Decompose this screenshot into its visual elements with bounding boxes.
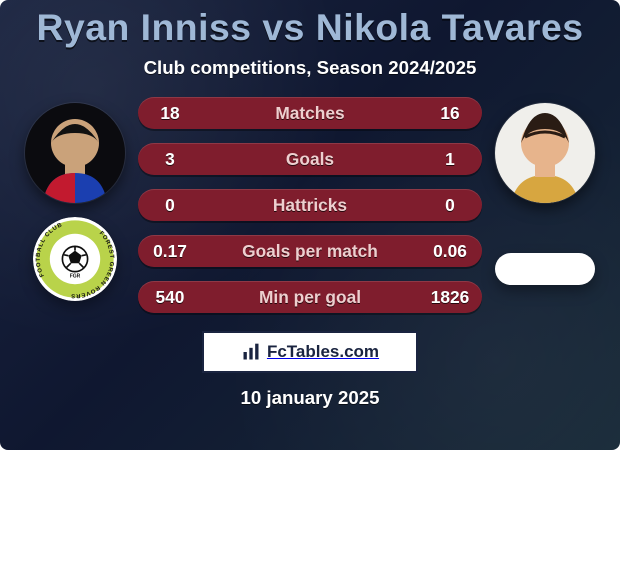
stat-row-min-per-goal: 540 Min per goal 1826 <box>138 281 482 313</box>
club-badge-left: FOREST GREEN ROVERS FOOTBALL CLUB FGR <box>33 217 117 301</box>
stat-left-value: 540 <box>138 287 202 308</box>
stat-label: Matches <box>202 103 418 124</box>
stat-left-value: 18 <box>138 103 202 124</box>
subtitle-text: Club competitions, Season 2024/2025 <box>144 57 477 78</box>
avatar-right-svg <box>495 103 595 203</box>
stat-row-matches: 18 Matches 16 <box>138 97 482 129</box>
avatar-right <box>495 103 595 203</box>
stat-rows: 18 Matches 16 3 Goals 1 0 Hattricks 0 0.… <box>130 97 490 313</box>
date-text: 10 january 2025 <box>241 387 380 408</box>
svg-text:FGR: FGR <box>70 273 81 279</box>
card-date: 10 january 2025 <box>0 387 620 409</box>
player-left-column: FOREST GREEN ROVERS FOOTBALL CLUB FGR <box>20 97 130 301</box>
page-title: Ryan Inniss vs Nikola Tavares <box>0 0 620 49</box>
stat-label: Goals <box>202 149 418 170</box>
avatar-left <box>25 103 125 203</box>
stat-right-value: 0.06 <box>418 241 482 262</box>
stat-left-value: 0 <box>138 195 202 216</box>
stat-row-hattricks: 0 Hattricks 0 <box>138 189 482 221</box>
bar-chart-icon <box>241 342 261 362</box>
stat-left-value: 3 <box>138 149 202 170</box>
club-badge-right <box>495 253 595 285</box>
avatar-left-svg <box>25 103 125 203</box>
stat-row-goals-per-match: 0.17 Goals per match 0.06 <box>138 235 482 267</box>
comparison-body: FOREST GREEN ROVERS FOOTBALL CLUB FGR 18… <box>0 97 620 313</box>
stat-right-value: 0 <box>418 195 482 216</box>
club-badge-left-svg: FOREST GREEN ROVERS FOOTBALL CLUB FGR <box>33 217 117 301</box>
player-right-column <box>490 97 600 285</box>
stat-right-value: 1826 <box>418 287 482 308</box>
stat-label: Hattricks <box>202 195 418 216</box>
brand-link[interactable]: FcTables.com <box>202 331 418 373</box>
comparison-card: Ryan Inniss vs Nikola Tavares Club compe… <box>0 0 620 450</box>
stat-row-goals: 3 Goals 1 <box>138 143 482 175</box>
subtitle: Club competitions, Season 2024/2025 <box>0 57 620 79</box>
stat-label: Min per goal <box>202 287 418 308</box>
stat-left-value: 0.17 <box>138 241 202 262</box>
stat-right-value: 1 <box>418 149 482 170</box>
stat-label: Goals per match <box>202 241 418 262</box>
title-text: Ryan Inniss vs Nikola Tavares <box>36 6 583 48</box>
stat-right-value: 16 <box>418 103 482 124</box>
brand-text: FcTables.com <box>267 342 379 362</box>
